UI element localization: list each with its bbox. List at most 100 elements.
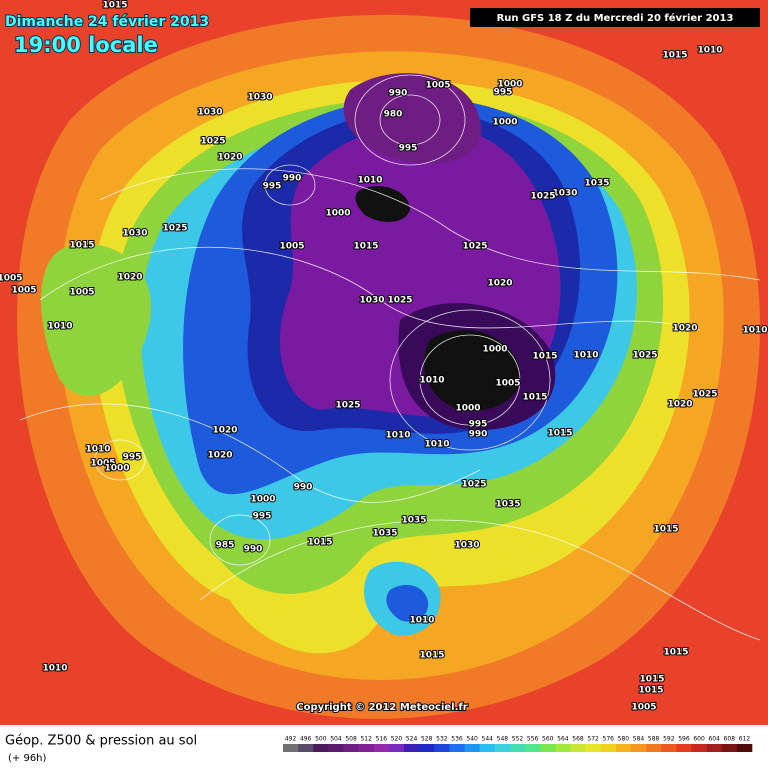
scale-swatch [419,744,435,752]
pressure-label: 1010 [357,176,382,186]
scale-label: 496 [300,736,312,743]
scale-label: 536 [451,736,463,743]
scale-swatch [343,744,359,752]
pressure-label: 1030 [552,189,577,199]
pressure-label: 1030 [247,93,272,103]
pressure-label: 1030 [122,229,147,239]
pressure-label: 1015 [353,242,378,252]
scale-swatch [615,744,632,752]
scale-swatch [388,744,405,752]
scale-label: 528 [421,736,433,743]
scale-label: 592 [663,736,675,743]
pressure-label: 1035 [401,516,426,526]
pressure-label: 1025 [162,224,187,234]
time: 19:00 locale [14,33,158,57]
scale-label: 612 [739,736,751,743]
pressure-label: 1015 [663,648,688,658]
pressure-label: 990 [294,483,313,493]
pressure-label: 1010 [42,664,67,674]
scale-label: 608 [724,736,736,743]
scale-swatch [646,744,662,752]
scale-label: 556 [527,736,539,743]
isobars [19,74,761,641]
pressure-label: 995 [253,512,272,522]
scale-label: 596 [678,736,690,743]
pressure-label: 1020 [207,451,232,461]
scale-label: 532 [436,736,448,743]
pressure-label: 1025 [530,192,555,202]
pressure-label: 1015 [307,538,332,548]
pressure-label: 1000 [497,80,522,90]
pressure-label: 1035 [584,179,609,189]
pressure-label: 1005 [495,379,520,389]
scale-swatch [464,744,480,752]
scale-swatch [676,744,692,752]
scale-label: 560 [542,736,554,743]
pressure-label: 1020 [487,279,512,289]
pressure-label: 1015 [638,686,663,696]
pressure-label: 990 [283,174,302,184]
pressure-label: 995 [123,453,142,463]
scale-swatch [721,744,738,752]
pressure-label: 1015 [662,51,687,61]
pressure-label: 990 [244,545,263,555]
product: Géop. Z500 & pression au sol [5,734,197,749]
pressure-label: 1020 [117,273,142,283]
scale-swatch [570,744,586,752]
scale-label: 524 [406,736,418,743]
scale-label: 516 [376,736,388,743]
scale-swatch [373,744,390,752]
pressure-label: 1010 [419,376,444,386]
scale-swatch [706,744,723,752]
run: Run GFS 18 Z du Mercredi 20 février 2013 [497,12,734,24]
scale-swatch [540,744,556,752]
copyright: Copyright © 2012 Meteociel.fr [296,702,467,713]
pressure-label: 1020 [672,324,697,334]
scale-label: 552 [512,736,524,743]
date: Dimanche 24 février 2013 [5,14,209,30]
pressure-label: 1025 [461,480,486,490]
pressure-label: 1010 [85,445,110,455]
pressure-label: 995 [399,144,418,154]
pressure-label: 1020 [217,153,242,163]
scale-label: 580 [618,736,630,743]
header: Dimanche 24 février 2013 19:00 locale Ru… [4,8,760,58]
pressure-label: 1005 [425,81,450,91]
pressure-label: 1010 [409,616,434,626]
pressure-label: 1005 [631,703,656,713]
scale-swatch [298,744,314,752]
scale-label: 564 [557,736,569,743]
pressure-label: 1030 [197,108,222,118]
scale-swatch [449,744,465,752]
scale-label: 504 [330,736,342,743]
pressure-label: 1010 [697,46,722,56]
scale-swatch [509,744,526,752]
scale-label: 540 [466,736,478,743]
pressure-label: 1015 [69,241,94,251]
pressure-label: 1005 [279,242,304,252]
pressure-label: 1025 [200,137,225,147]
scale-label: 572 [587,736,599,743]
scale-label: 544 [482,736,494,743]
scale-swatch [479,744,496,752]
scale-swatch [328,744,344,752]
pressure-label: 1025 [462,242,487,252]
lead-time: (+ 96h) [8,753,47,764]
pressure-label: 1000 [492,118,517,128]
pressure-label: 1000 [104,464,129,474]
pressure-label: 1000 [250,495,275,505]
scale-label: 500 [315,736,327,743]
pressure-label: 1025 [692,390,717,400]
scale-label: 520 [391,736,403,743]
pressure-label: 995 [494,88,513,98]
scale-label: 492 [285,736,297,743]
pressure-label: 990 [469,430,488,440]
pressure-label: 990 [389,89,408,99]
pressure-label: 1005 [11,286,36,296]
pressure-label: 1020 [667,400,692,410]
map-background [0,0,768,725]
scale-label: 584 [633,736,645,743]
pressure-label: 1000 [482,345,507,355]
scale-label: 512 [360,736,372,743]
